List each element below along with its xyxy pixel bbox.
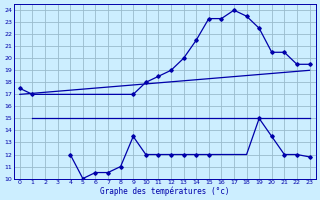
X-axis label: Graphe des températures (°c): Graphe des températures (°c) bbox=[100, 186, 229, 196]
